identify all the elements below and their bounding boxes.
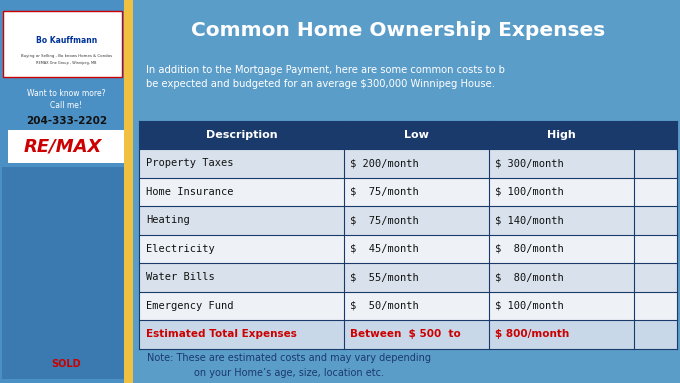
- FancyBboxPatch shape: [139, 234, 677, 263]
- Text: $  55/month: $ 55/month: [350, 272, 419, 282]
- Text: $  80/month: $ 80/month: [496, 272, 564, 282]
- FancyBboxPatch shape: [139, 121, 677, 149]
- Text: $  50/month: $ 50/month: [350, 301, 419, 311]
- FancyBboxPatch shape: [139, 178, 677, 206]
- Text: Common Home Ownership Expenses: Common Home Ownership Expenses: [190, 21, 605, 40]
- Text: $  75/month: $ 75/month: [350, 215, 419, 225]
- FancyBboxPatch shape: [3, 11, 122, 77]
- Text: Buying or Selling - Bo knows Homes & Condos: Buying or Selling - Bo knows Homes & Con…: [20, 54, 112, 57]
- Text: Water Bills: Water Bills: [146, 272, 215, 282]
- FancyBboxPatch shape: [139, 291, 677, 320]
- Text: 204-333-2202: 204-333-2202: [26, 116, 107, 126]
- Text: $  45/month: $ 45/month: [350, 244, 419, 254]
- Text: $ 100/month: $ 100/month: [496, 301, 564, 311]
- FancyBboxPatch shape: [139, 320, 677, 349]
- Text: Description: Description: [205, 130, 277, 140]
- Text: RE/MAX: RE/MAX: [24, 137, 102, 155]
- Text: $ 800/month: $ 800/month: [496, 329, 570, 339]
- Text: In addition to the Mortgage Payment, here are some common costs to b
be expected: In addition to the Mortgage Payment, her…: [146, 65, 505, 88]
- Text: REMAX One Group - Winnipeg, MB: REMAX One Group - Winnipeg, MB: [36, 61, 97, 65]
- Text: Note: These are estimated costs and may vary depending
on your Home’s age, size,: Note: These are estimated costs and may …: [147, 354, 431, 378]
- Text: $ 200/month: $ 200/month: [350, 159, 419, 169]
- Text: $ 100/month: $ 100/month: [496, 187, 564, 197]
- Text: $  75/month: $ 75/month: [350, 187, 419, 197]
- Text: Call me!: Call me!: [50, 101, 82, 110]
- Text: Emergency Fund: Emergency Fund: [146, 301, 234, 311]
- FancyBboxPatch shape: [124, 0, 133, 383]
- Text: Want to know more?: Want to know more?: [27, 89, 105, 98]
- Text: Bo Kauffmann: Bo Kauffmann: [35, 36, 97, 45]
- FancyBboxPatch shape: [139, 149, 677, 178]
- Text: Low: Low: [404, 130, 428, 140]
- FancyBboxPatch shape: [0, 0, 133, 383]
- Text: Electricity: Electricity: [146, 244, 215, 254]
- FancyBboxPatch shape: [139, 263, 677, 291]
- Text: $  80/month: $ 80/month: [496, 244, 564, 254]
- Text: Between  $ 500  to: Between $ 500 to: [350, 329, 461, 339]
- Text: High: High: [547, 130, 575, 140]
- Text: Property Taxes: Property Taxes: [146, 159, 234, 169]
- Text: SOLD: SOLD: [52, 359, 81, 369]
- Text: $ 300/month: $ 300/month: [496, 159, 564, 169]
- FancyBboxPatch shape: [8, 130, 124, 163]
- Text: $ 140/month: $ 140/month: [496, 215, 564, 225]
- FancyBboxPatch shape: [139, 206, 677, 234]
- Text: Heating: Heating: [146, 215, 190, 225]
- FancyBboxPatch shape: [2, 167, 124, 379]
- Text: Estimated Total Expenses: Estimated Total Expenses: [146, 329, 297, 339]
- Text: Home Insurance: Home Insurance: [146, 187, 234, 197]
